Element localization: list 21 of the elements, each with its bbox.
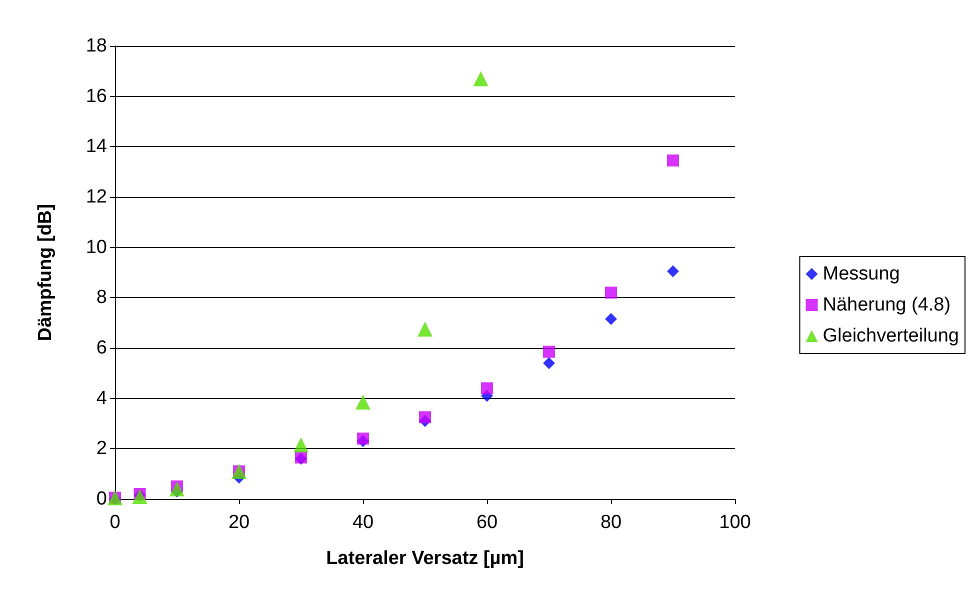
y-tick-label: 18 <box>86 36 107 56</box>
y-tick-label: 8 <box>96 287 107 308</box>
x-tick-label: 100 <box>719 512 751 533</box>
x-tick-label: 80 <box>600 512 622 533</box>
y-tick-label: 14 <box>86 136 108 158</box>
x-tick-label: 40 <box>352 512 374 533</box>
x-tick-label: 0 <box>110 512 120 533</box>
y-tick-label: 2 <box>96 438 107 460</box>
y-axis-title: Dämpfung [dB] <box>35 204 56 342</box>
x-tick-label: 20 <box>228 512 250 533</box>
x-tick-label: 60 <box>476 512 498 533</box>
legend-label: Messung <box>822 264 900 284</box>
legend-label: Näherung (4.8) <box>822 294 951 316</box>
y-tick-label: 16 <box>86 86 107 107</box>
legend-label: Gleichverteilung <box>822 326 960 346</box>
y-tick-label: 4 <box>96 388 108 409</box>
x-axis-title: Lateraler Versatz [µm] <box>326 548 524 569</box>
y-tick-label: 12 <box>86 186 107 208</box>
y-tick-label: 10 <box>86 236 107 258</box>
y-tick-label: 0 <box>96 488 107 510</box>
y-tick-label: 6 <box>96 338 107 358</box>
